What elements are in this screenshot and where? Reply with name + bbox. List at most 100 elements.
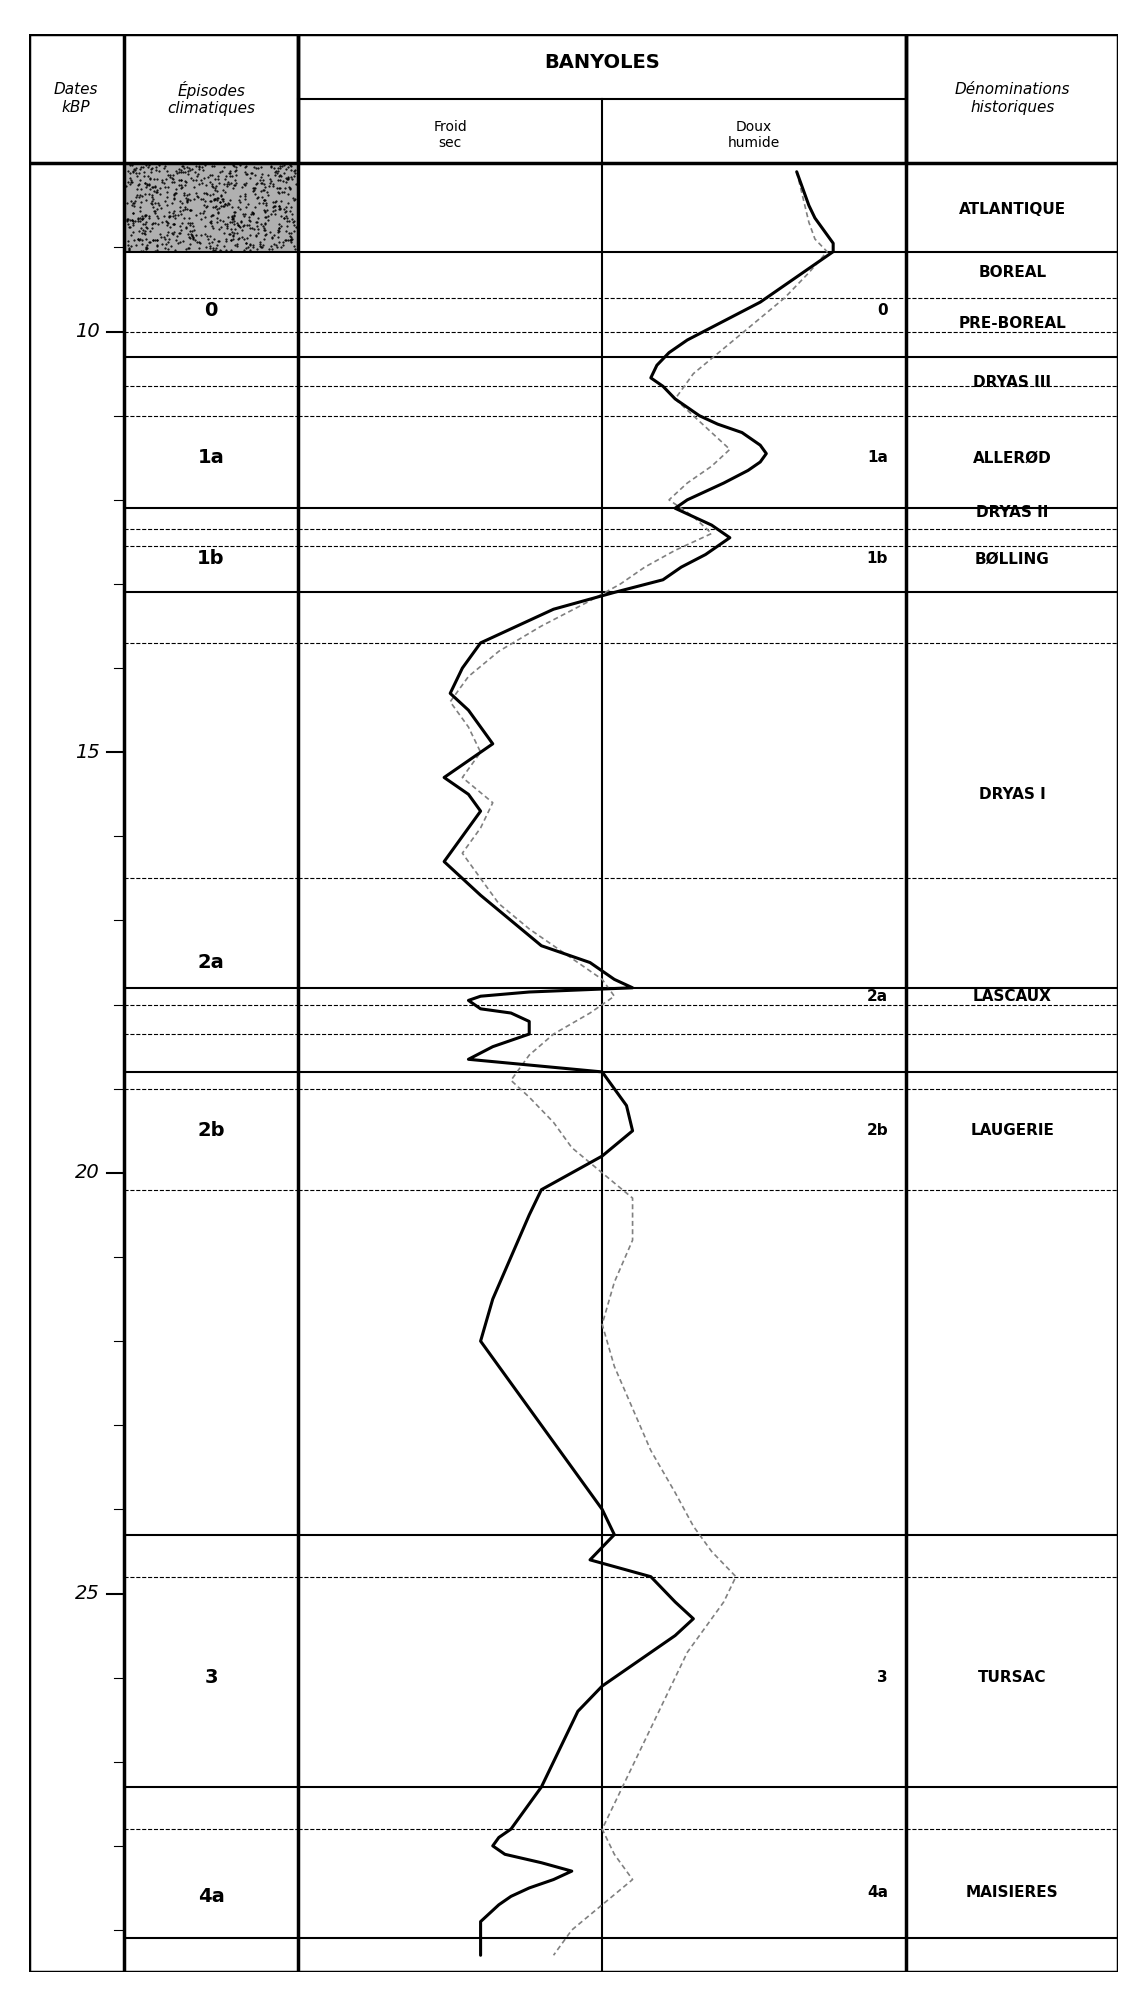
Point xyxy=(120,203,139,235)
Point xyxy=(226,155,244,187)
Point xyxy=(278,223,296,255)
Text: Doux
humide: Doux humide xyxy=(728,120,780,149)
Text: 2b: 2b xyxy=(866,1123,888,1137)
Point xyxy=(202,171,220,203)
Point xyxy=(171,185,189,217)
Point xyxy=(229,209,248,241)
Point xyxy=(194,197,212,229)
Point xyxy=(270,213,288,245)
Point xyxy=(270,159,288,191)
Point xyxy=(118,203,136,235)
Point xyxy=(218,189,236,221)
Point xyxy=(158,209,177,241)
Point xyxy=(127,181,146,213)
Point xyxy=(148,229,166,261)
Point xyxy=(270,211,288,243)
Point xyxy=(253,163,272,195)
Point xyxy=(270,193,288,225)
Point xyxy=(263,221,281,253)
Point xyxy=(227,153,245,185)
Point xyxy=(204,179,223,211)
Point xyxy=(228,209,247,241)
Point xyxy=(141,163,159,195)
Point xyxy=(146,187,164,219)
Point xyxy=(128,173,147,205)
Point xyxy=(219,165,237,197)
Point xyxy=(134,209,153,241)
Point xyxy=(270,221,288,253)
Point xyxy=(138,149,156,181)
Point xyxy=(247,205,265,237)
Point xyxy=(205,235,224,267)
Point xyxy=(204,191,223,223)
Point xyxy=(266,229,284,261)
Point xyxy=(244,197,263,229)
Point xyxy=(164,159,182,191)
Point xyxy=(275,171,294,203)
Point xyxy=(158,171,177,203)
Point xyxy=(220,219,239,251)
Point xyxy=(272,209,290,241)
Point xyxy=(182,153,201,185)
Point xyxy=(223,159,241,191)
Point xyxy=(131,195,149,227)
Point xyxy=(120,167,139,199)
Point xyxy=(146,197,164,229)
Point xyxy=(172,199,190,231)
Point xyxy=(142,187,161,219)
Point xyxy=(221,157,240,189)
Point xyxy=(166,177,185,209)
Point xyxy=(171,225,189,257)
Point xyxy=(131,205,149,237)
Point xyxy=(249,151,267,183)
Point xyxy=(236,151,255,183)
Point xyxy=(145,207,163,239)
Point xyxy=(223,199,241,231)
Point xyxy=(220,157,239,189)
Point xyxy=(209,181,227,213)
Point xyxy=(136,211,155,243)
Point xyxy=(181,161,200,193)
Point xyxy=(233,215,251,247)
Point xyxy=(223,191,241,223)
Point xyxy=(216,163,234,195)
Point xyxy=(240,203,258,235)
Point xyxy=(142,157,161,189)
Text: 0: 0 xyxy=(204,301,218,321)
Text: Épisodes
climatiques: Épisodes climatiques xyxy=(167,82,255,116)
Point xyxy=(148,223,166,255)
Point xyxy=(272,159,290,191)
Point xyxy=(167,157,186,189)
Point xyxy=(241,161,259,193)
Point xyxy=(229,191,248,223)
Point xyxy=(189,169,208,201)
Point xyxy=(256,219,274,251)
Point xyxy=(265,151,283,183)
Point xyxy=(130,205,148,237)
Point xyxy=(286,233,304,265)
Point xyxy=(272,185,290,217)
Point xyxy=(171,211,189,243)
Point xyxy=(192,163,210,195)
Point xyxy=(236,179,255,211)
Point xyxy=(154,165,172,197)
Point xyxy=(205,173,224,205)
Point xyxy=(276,153,295,185)
Point xyxy=(208,175,226,207)
Point xyxy=(140,169,158,201)
Point xyxy=(274,229,292,261)
Point xyxy=(164,197,182,229)
Point xyxy=(265,229,283,261)
Point xyxy=(256,201,274,233)
Point xyxy=(255,209,273,241)
Point xyxy=(209,197,227,229)
Point xyxy=(213,189,232,221)
Point xyxy=(155,167,173,199)
Text: DRYAS I: DRYAS I xyxy=(978,787,1046,803)
Point xyxy=(255,223,273,255)
Point xyxy=(165,181,184,213)
Point xyxy=(187,219,205,251)
Point xyxy=(197,189,216,221)
Point xyxy=(202,207,220,239)
Point xyxy=(130,215,148,247)
